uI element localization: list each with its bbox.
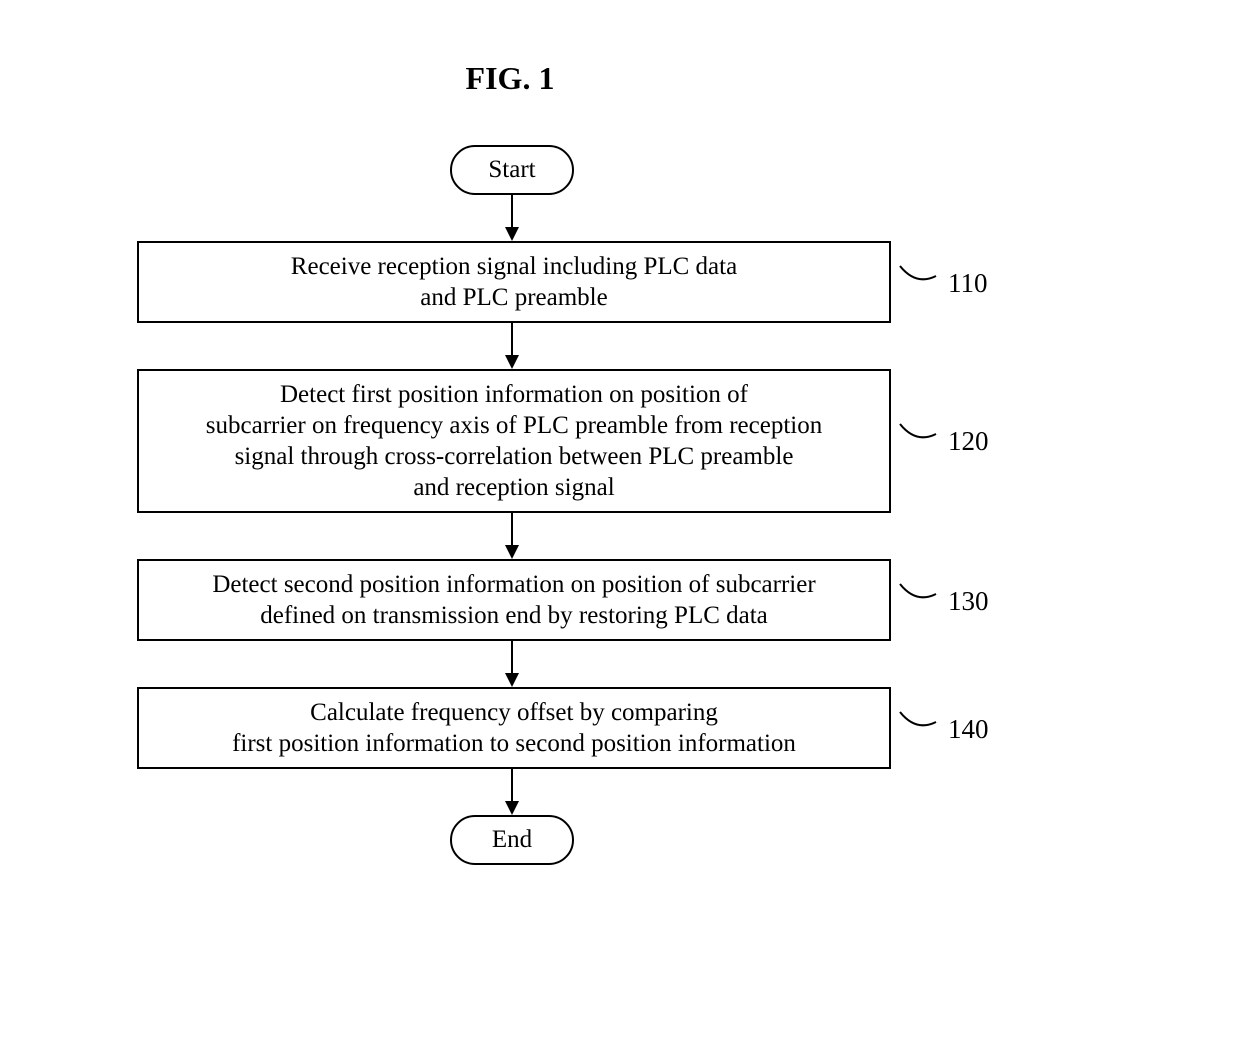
ref-curve	[896, 580, 940, 608]
arrow-head	[505, 801, 519, 815]
process-text: Detect second position information on po…	[212, 569, 815, 632]
arrow-head	[505, 227, 519, 241]
arrow-line	[511, 769, 513, 801]
process-box-110: Receive reception signal including PLC d…	[137, 241, 891, 323]
arrow-line	[511, 195, 513, 227]
process-text: Calculate frequency offset by comparing …	[232, 697, 796, 760]
start-label: Start	[488, 156, 535, 184]
start-terminal: Start	[450, 145, 574, 195]
process-text: Receive reception signal including PLC d…	[291, 251, 737, 314]
arrow-line	[511, 323, 513, 355]
process-text: Detect first position information on pos…	[206, 379, 822, 504]
process-box-140: Calculate frequency offset by comparing …	[137, 687, 891, 769]
ref-curve	[896, 708, 940, 736]
end-terminal: End	[450, 815, 574, 865]
arrow-line	[511, 513, 513, 545]
figure-title: FIG. 1	[450, 60, 570, 97]
end-label: End	[492, 826, 532, 854]
arrow-line	[511, 641, 513, 673]
process-box-120: Detect first position information on pos…	[137, 369, 891, 513]
ref-curve	[896, 262, 940, 290]
ref-label-130: 130	[948, 586, 989, 617]
arrow-head	[505, 355, 519, 369]
arrow-head	[505, 545, 519, 559]
ref-label-140: 140	[948, 714, 989, 745]
ref-curve	[896, 420, 940, 448]
ref-label-120: 120	[948, 426, 989, 457]
arrow-head	[505, 673, 519, 687]
ref-label-110: 110	[948, 268, 988, 299]
process-box-130: Detect second position information on po…	[137, 559, 891, 641]
